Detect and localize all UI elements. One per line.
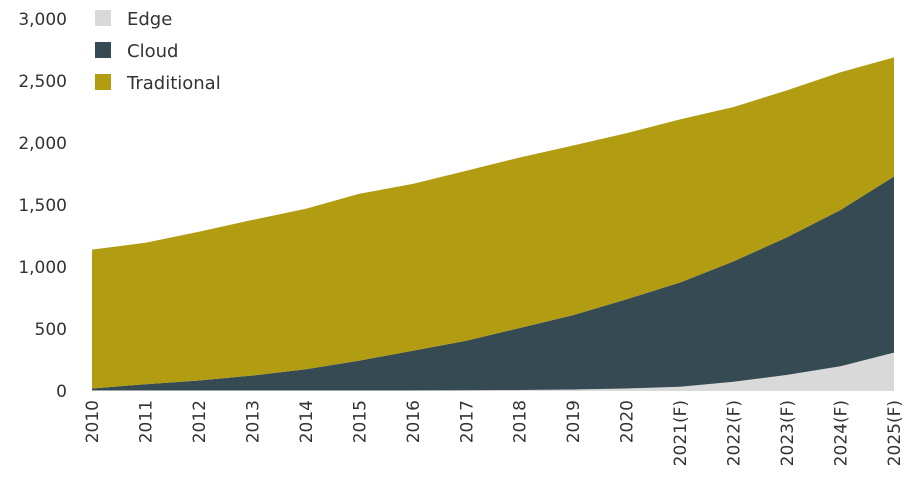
x-tick-label: 2022(F) [725, 400, 745, 466]
legend-label-cloud: Cloud [127, 41, 178, 62]
y-tick-label: 1,500 [18, 196, 67, 216]
x-tick-label: 2010 [83, 400, 103, 443]
area-cloud [92, 176, 894, 391]
area-traditional [92, 57, 894, 389]
y-tick-label: 2,500 [18, 72, 67, 92]
x-tick-label: 2025(F) [885, 400, 905, 466]
legend-label-edge: Edge [127, 9, 172, 30]
x-tick-label: 2019 [564, 400, 584, 443]
x-tick-label: 2015 [350, 400, 370, 443]
x-tick-label: 2017 [457, 400, 477, 443]
area-layer [92, 57, 894, 391]
legend-swatch-cloud [95, 42, 111, 58]
x-tick-label: 2011 [137, 400, 157, 443]
x-axis: 2010 2011 2012 2013 2014 2015 2016 2017 2018 2019… [83, 400, 905, 466]
x-tick-label: 2023(F) [778, 400, 798, 466]
legend: Edge Cloud Traditional [95, 9, 221, 94]
x-tick-label: 2020 [618, 400, 638, 443]
x-tick-label: 2013 [243, 400, 263, 443]
y-axis: 3,000 2,500 2,000 1,500 1,000 500 0 [18, 10, 67, 402]
x-tick-label: 2024(F) [832, 400, 852, 466]
area-edge [92, 352, 894, 391]
x-tick-label: 2014 [297, 400, 317, 443]
legend-swatch-traditional [95, 74, 111, 90]
y-tick-label: 0 [56, 382, 67, 402]
legend-swatch-edge [95, 10, 111, 26]
x-tick-label: 2016 [404, 400, 424, 443]
legend-label-traditional: Traditional [126, 73, 221, 94]
y-tick-label: 3,000 [18, 10, 67, 30]
y-tick-label: 1,000 [18, 258, 67, 278]
x-tick-label: 2012 [190, 400, 210, 443]
x-tick-label: 2021(F) [671, 400, 691, 466]
y-tick-label: 500 [35, 320, 67, 340]
y-tick-label: 2,000 [18, 134, 67, 154]
x-tick-label: 2018 [511, 400, 531, 443]
